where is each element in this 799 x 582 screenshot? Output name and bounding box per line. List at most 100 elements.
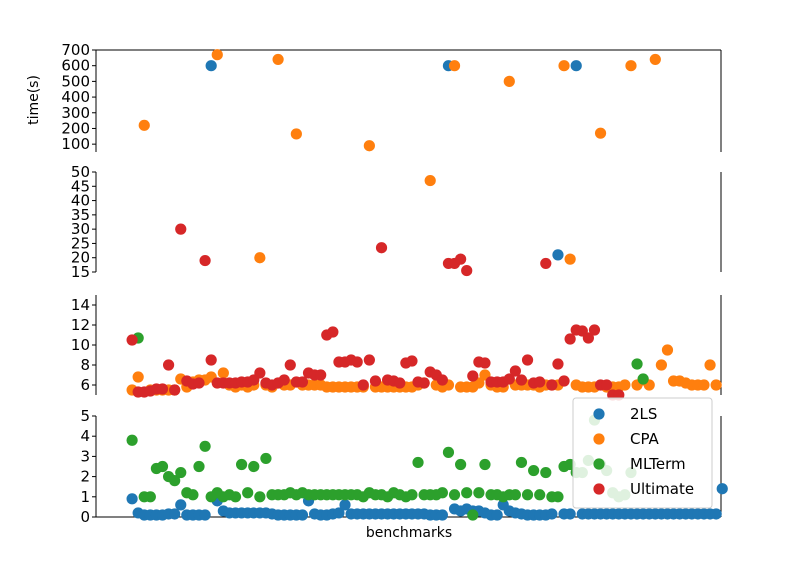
y-tick-label: 6	[80, 376, 90, 394]
legend-marker	[593, 408, 605, 420]
y-tick-label: 45	[71, 177, 90, 195]
data-point	[229, 491, 242, 503]
data-point	[162, 359, 175, 371]
data-point	[534, 376, 546, 388]
data-point	[473, 487, 485, 499]
data-point	[455, 253, 467, 265]
data-point	[521, 354, 534, 366]
data-point	[284, 359, 296, 371]
data-point	[461, 264, 473, 277]
data-point	[564, 253, 576, 265]
data-point	[199, 254, 211, 267]
data-point	[436, 509, 448, 521]
data-point	[582, 332, 594, 344]
y-tick-label: 50	[71, 163, 90, 181]
y-tick-label: 15	[71, 263, 90, 281]
legend-item-ultimate: Ultimate	[593, 480, 694, 498]
data-point	[503, 75, 515, 87]
data-point	[655, 359, 667, 371]
data-point	[327, 326, 339, 338]
data-point	[260, 452, 272, 465]
legend-label: 2LS	[630, 405, 657, 423]
data-point	[242, 487, 254, 499]
data-point	[254, 491, 266, 503]
data-point	[315, 369, 327, 381]
data-point	[552, 249, 564, 261]
data-point	[254, 367, 266, 379]
data-point	[509, 365, 521, 377]
data-point	[491, 509, 503, 521]
data-point	[406, 489, 418, 501]
data-point	[138, 119, 150, 131]
data-point	[564, 333, 576, 345]
data-point	[169, 508, 181, 520]
data-point	[594, 127, 607, 139]
data-point	[509, 489, 521, 501]
y-tick-label: 8	[80, 356, 90, 374]
legend-marker	[593, 433, 605, 445]
data-point	[479, 458, 491, 471]
data-point	[235, 458, 248, 471]
data-point	[503, 373, 515, 385]
data-point	[637, 373, 649, 385]
data-point	[126, 434, 138, 446]
data-point	[534, 489, 546, 501]
data-point	[126, 334, 138, 346]
data-point	[296, 376, 309, 388]
data-point	[619, 379, 631, 391]
series-ultimate	[126, 223, 625, 401]
y-tick-label: 400	[61, 88, 90, 106]
data-point	[156, 460, 169, 473]
data-point	[205, 354, 217, 366]
data-point	[479, 357, 491, 369]
legend: 2LS CPA MLTerm Ultimate	[572, 397, 713, 509]
data-point	[296, 509, 309, 521]
data-point	[540, 257, 552, 270]
data-point	[193, 377, 205, 389]
legend-marker	[593, 458, 605, 470]
data-point	[193, 460, 205, 473]
data-point	[412, 456, 424, 469]
data-point	[704, 359, 716, 371]
data-point	[394, 377, 406, 389]
data-point	[363, 140, 375, 152]
y-tick-label: 2	[80, 468, 90, 486]
data-point	[175, 223, 187, 235]
data-point	[540, 466, 552, 479]
series-cpa	[126, 49, 722, 396]
data-point	[528, 464, 540, 477]
y-tick-label: 14	[71, 296, 90, 314]
data-point	[710, 379, 722, 391]
data-point	[558, 60, 570, 72]
data-point	[442, 446, 455, 458]
data-point	[570, 60, 582, 72]
y-tick-label: 300	[61, 104, 90, 122]
data-point	[278, 374, 290, 386]
data-point	[175, 466, 187, 479]
legend-item-cpa: CPA	[593, 430, 660, 448]
y-tick-label: 100	[61, 135, 90, 153]
data-point	[558, 375, 570, 387]
data-point	[211, 49, 223, 61]
data-point	[132, 371, 144, 383]
data-point	[333, 507, 345, 519]
y-tick-label: 30	[71, 220, 90, 238]
data-point	[436, 487, 448, 499]
data-point	[631, 358, 643, 370]
data-point	[546, 508, 558, 520]
x-axis-label: benchmarks	[366, 525, 452, 541]
panel-3: 6 8 10 12 14	[71, 295, 722, 395]
y-tick-label: 4	[80, 427, 90, 445]
legend-box	[572, 397, 713, 509]
data-point	[698, 379, 710, 391]
data-point	[290, 128, 302, 140]
data-point	[205, 60, 217, 72]
points-layer	[126, 49, 728, 521]
y-tick-label: 200	[61, 119, 90, 137]
legend-label: Ultimate	[630, 480, 694, 498]
data-point	[339, 499, 351, 511]
legend-label: CPA	[630, 430, 660, 448]
